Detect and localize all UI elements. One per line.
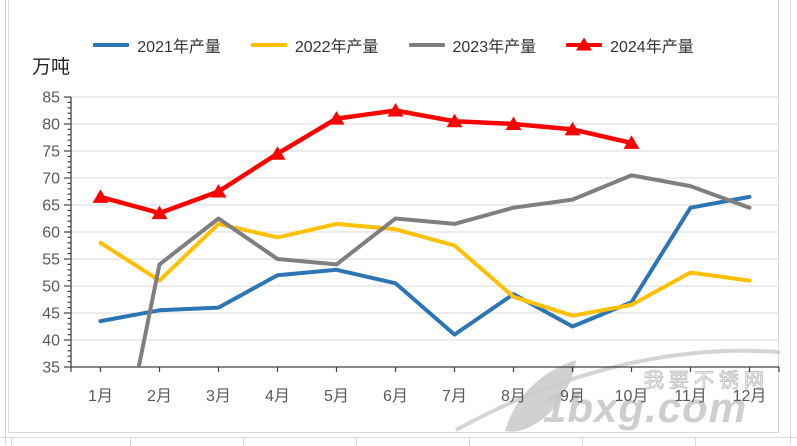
x-tick-label: 7月 [442, 388, 467, 405]
series-marker-2024年产量 [623, 135, 640, 149]
series-marker-2024年产量 [210, 184, 227, 198]
x-tick-label: 12月 [733, 388, 767, 405]
line-chart-plot: 35 40 45 50 55 60 65 70 75 80 85 1月 2月 3月 4月 5月 6月 7月 8月 9月… [42, 90, 780, 405]
series-line-2021年产量 [98, 194, 752, 337]
sheet-gridline-bottom-row [0, 437, 797, 446]
series-line-2024年产量 [98, 108, 634, 216]
x-tick-label: 1月 [88, 388, 113, 405]
y-tick-label: 40 [42, 333, 60, 350]
y-tick-label: 75 [42, 144, 60, 161]
series-marker-2024年产量 [564, 121, 581, 136]
y-axis-unit-label: 万吨 [32, 57, 71, 78]
y-tick-label: 50 [42, 279, 60, 296]
x-tick-label: 10月 [615, 388, 649, 405]
legend-item-2023[interactable]: 2023年产量 [408, 33, 537, 57]
series-line-2022年产量 [98, 221, 752, 318]
x-tick-label: 6月 [383, 388, 408, 405]
legend-triangle-marker-icon [576, 37, 593, 51]
legend-line-swatch-2022-icon [250, 43, 287, 47]
legend-line-swatch-2023-icon [408, 43, 445, 47]
legend-label-2024: 2024年产量 [610, 39, 694, 56]
y-tick-label: 55 [42, 252, 60, 269]
x-tick-label: 3月 [206, 388, 231, 405]
y-tick-label: 80 [42, 117, 60, 134]
series-line-2023年产量 [136, 173, 752, 367]
chart-canvas[interactable]: 我要不锈网 1bxg.com 35 40 45 50 55 60 65 70 75 80 85 1月 2… [8, 0, 780, 433]
x-tick-label: 4月 [265, 388, 290, 405]
x-tick-label: 11月 [674, 388, 707, 405]
series-marker-2024年产量 [269, 146, 286, 160]
legend-label-2023: 2023年产量 [452, 39, 537, 56]
series-marker-2024年产量 [446, 113, 463, 128]
sheet-gridline-left [5, 0, 6, 445]
series-marker-2024年产量 [505, 116, 522, 130]
chart-legend: 2021年产量 2022年产量 2023年产量 2024年产量 [9, 33, 778, 57]
x-tick-label: 9月 [560, 388, 585, 405]
x-tick-label: 5月 [324, 388, 349, 405]
y-tick-label: 45 [42, 306, 60, 323]
x-tick-label: 8月 [501, 388, 526, 405]
y-tick-label: 85 [42, 90, 60, 107]
series-marker-2024年产量 [92, 189, 109, 203]
legend-label-2022: 2022年产量 [294, 39, 379, 56]
y-tick-label: 35 [42, 360, 60, 377]
legend-line-swatch-2021-icon [93, 43, 130, 47]
sheet-gridline-right [790, 0, 791, 445]
series-marker-2024年产量 [151, 205, 168, 220]
legend-item-2021[interactable]: 2021年产量 [93, 33, 221, 57]
series-marker-2024年产量 [328, 111, 345, 125]
legend-item-2024[interactable]: 2024年产量 [566, 33, 694, 57]
y-tick-label: 60 [42, 225, 60, 242]
series-marker-2024年产量 [387, 103, 404, 117]
legend-label-2021: 2021年产量 [137, 39, 221, 56]
legend-item-2022[interactable]: 2022年产量 [250, 33, 379, 57]
y-tick-label: 70 [42, 171, 60, 188]
x-tick-label: 2月 [147, 388, 172, 405]
y-tick-label: 65 [42, 198, 60, 215]
legend-line-swatch-2024-icon [566, 37, 603, 51]
